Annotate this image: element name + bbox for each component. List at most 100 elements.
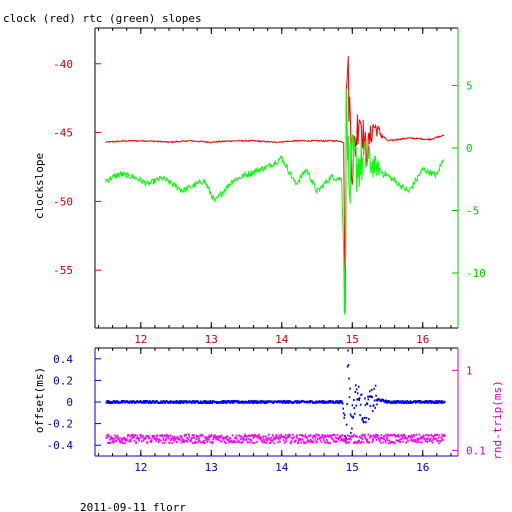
series-point-rnd-trip [125,437,127,440]
series-point-rnd-trip [376,435,379,438]
footer-date-label: 2011-09-11 florr [80,501,186,512]
series-point-rnd-trip [193,434,195,437]
series-point-rnd-trip [352,435,355,438]
series-point-offset [409,400,412,403]
series-point-rnd-trip [379,436,382,439]
series-point-offset [151,401,154,404]
series-point-rnd-trip [251,441,254,444]
series-point-rnd-trip [108,442,111,444]
series-point-rnd-trip [332,433,334,436]
series-point-offset [424,400,427,403]
series-point-rnd-trip [353,433,356,436]
series-point-rnd-trip [240,441,243,444]
series-point-rnd-trip [441,433,444,436]
series-point-rnd-trip [203,439,205,442]
series-point-offset [401,400,404,402]
series-point-rnd-trip [404,437,407,440]
series-point-rnd-trip [226,435,229,438]
x-tick-label: 15 [346,461,359,474]
series-point-rnd-trip [197,435,199,438]
series-point-rnd-trip [176,435,179,438]
series-point-offset [430,402,433,404]
series-point-rnd-trip [283,436,285,438]
series-point-rnd-trip [136,437,138,440]
series-point-rnd-trip [420,436,423,438]
series-point-rnd-trip [400,434,403,436]
series-point-offset [395,402,397,404]
series-point-offset [179,402,182,405]
series-point-offset [149,400,151,402]
right-y-tick-label: 5 [466,80,473,93]
series-point-offset [205,400,208,403]
series-point-rnd-trip [396,439,398,442]
series-point-offset [342,412,345,415]
series-point-rnd-trip [436,439,438,442]
series-point-rnd-trip [192,442,194,444]
series-point-rnd-trip [425,433,428,436]
series-point-rnd-trip [423,435,425,437]
series-point-rnd-trip [209,435,211,438]
series-point-rnd-trip [355,435,357,438]
series-point-rnd-trip [435,437,437,440]
series-point-offset [256,400,258,403]
series-point-rnd-trip [202,434,204,437]
series-point-offset [169,401,171,404]
series-point-offset [286,401,288,404]
series-point-offset [425,401,427,404]
series-point-rnd-trip [280,433,283,436]
series-point-rnd-trip [335,440,337,443]
series-point-rnd-trip [146,441,149,444]
series-point-offset [185,400,187,402]
series-point-rnd-trip [210,433,213,436]
series-point-offset [374,384,377,387]
series-point-rnd-trip [141,436,144,439]
series-point-offset [318,401,320,404]
series-point-rnd-trip [354,440,357,443]
series-point-rnd-trip [271,434,274,437]
series-point-offset [357,385,360,388]
series-point-offset [255,401,258,404]
series-point-rnd-trip [360,436,362,439]
series-line-rtc [105,89,445,315]
series-point-offset [259,401,262,404]
series-point-rnd-trip [364,436,367,439]
series-point-offset [203,400,205,403]
x-tick-label: 16 [416,333,429,346]
series-point-rnd-trip [259,438,262,441]
series-point-rnd-trip [308,440,311,443]
series-point-rnd-trip [122,442,125,445]
series-point-offset [335,400,337,403]
series-point-offset [398,401,400,404]
series-point-offset [321,401,324,404]
series-point-rnd-trip [111,440,113,443]
x-tick-label: 15 [346,333,359,346]
series-point-offset [340,400,342,403]
series-point-rnd-trip [342,440,345,443]
series-point-offset [355,384,357,387]
series-point-rnd-trip [196,441,199,444]
series-point-rnd-trip [252,434,254,437]
series-point-offset [437,402,440,404]
series-point-rnd-trip [318,437,321,440]
series-point-rnd-trip [273,442,275,445]
series-point-rnd-trip [208,438,210,441]
series-point-rnd-trip [109,438,111,441]
series-point-offset [351,404,354,407]
series-point-offset [276,401,279,404]
series-point-rnd-trip [248,438,250,441]
series-point-offset [262,400,264,403]
series-point-offset [369,390,371,393]
series-point-offset [341,400,343,403]
series-point-rnd-trip [275,434,278,437]
series-point-rnd-trip [418,437,420,440]
series-point-offset [295,400,298,403]
series-point-rnd-trip [107,433,110,436]
series-point-offset [374,406,376,409]
series-point-offset [264,400,266,403]
series-point-offset [298,401,300,404]
series-point-rnd-trip [340,434,343,437]
series-point-rnd-trip [307,440,310,442]
series-point-rnd-trip [217,438,220,441]
series-point-offset [418,401,420,404]
series-point-rnd-trip [315,433,317,436]
